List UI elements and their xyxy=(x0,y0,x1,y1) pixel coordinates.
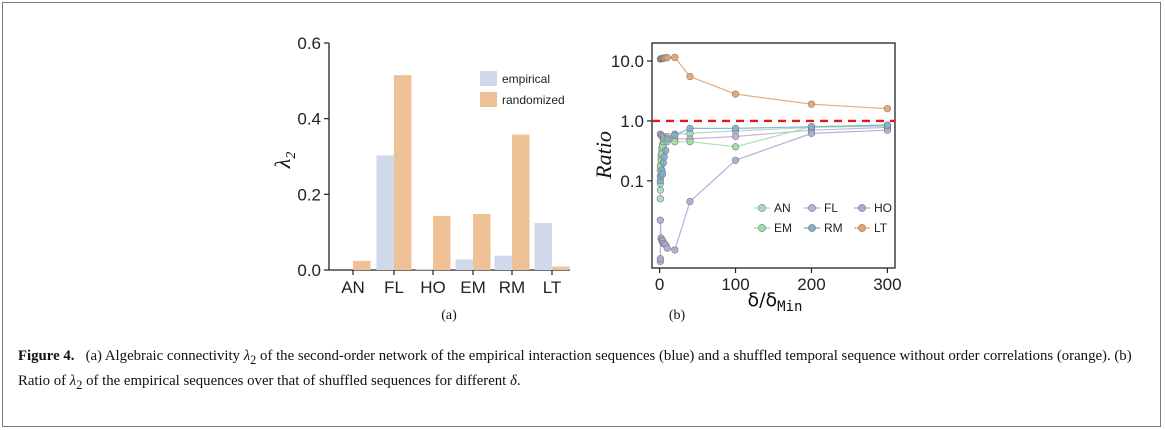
bar-randomized-LT xyxy=(552,266,570,270)
point-HO xyxy=(671,246,679,254)
panel-a-x-tick-label: RM xyxy=(499,278,525,297)
panel-b-y-tick-label: 0.1 xyxy=(620,172,644,191)
panel-b-y-axis-title: Ratio xyxy=(591,131,616,180)
legend-label-randomized: randomized xyxy=(502,93,565,107)
legend-label-AN: AN xyxy=(774,201,791,215)
point-HO xyxy=(663,244,671,252)
legend-label-LT: LT xyxy=(874,221,888,235)
panel-b-label: (b) xyxy=(669,308,686,323)
caption-lambda-1: λ xyxy=(243,348,251,364)
legend-marker-FL xyxy=(808,204,816,212)
legend-label-HO: HO xyxy=(874,201,892,215)
panel-b-legend: AN FL HO EM RM LT xyxy=(754,201,892,235)
caption-text-4: . xyxy=(516,372,521,389)
point-HO xyxy=(731,156,740,164)
panel-a-y-tick-label: 0.6 xyxy=(297,34,321,53)
point-RM xyxy=(660,153,668,161)
bar-empirical-HO xyxy=(415,268,433,270)
point-LT xyxy=(883,105,892,113)
bar-empirical-FL xyxy=(376,155,394,270)
point-RM xyxy=(659,170,667,178)
point-EM xyxy=(671,138,679,146)
panel-b-x-tick-label: 200 xyxy=(797,275,825,294)
point-LT xyxy=(671,53,679,61)
caption-lambda-sub-1: 2 xyxy=(250,352,257,367)
caption-lambda-sub-2: 2 xyxy=(76,377,83,392)
bar-randomized-HO xyxy=(433,215,451,270)
panel-a-bar-chart: 0.0 0.2 0.4 0.6 λ2 AN FL HO EM RM LT empirical rando… xyxy=(270,34,570,323)
legend-marker-LT xyxy=(858,224,866,232)
panel-a-y-axis-title: λ2 xyxy=(270,152,299,170)
caption-lambda-2: λ xyxy=(69,372,77,389)
point-EM xyxy=(686,138,694,146)
point-FL xyxy=(731,132,740,141)
point-HO xyxy=(686,197,694,206)
panel-a-x-tick-label: HO xyxy=(420,278,446,297)
panel-a-legend: empirical randomized xyxy=(480,71,565,107)
legend-swatch-empirical xyxy=(480,71,497,86)
point-RM xyxy=(662,146,670,155)
panel-a-x-tick-label: AN xyxy=(341,278,365,297)
point-RM xyxy=(663,135,671,143)
bar-randomized-FL xyxy=(394,75,412,271)
series-line-LT xyxy=(660,56,888,110)
panel-b-ratio-chart: 0.1 1.0 10.0 0 100 200 300 Ratio δ/δMin AN FL HO EM R… xyxy=(591,42,902,323)
legend-marker-AN xyxy=(758,204,766,212)
series-line-HO xyxy=(659,129,888,262)
point-RM xyxy=(686,124,694,132)
bar-empirical-EM xyxy=(455,259,473,270)
panel-b-x-tick-label: 0 xyxy=(655,275,664,294)
legend-swatch-randomized xyxy=(480,92,497,107)
panel-b-x-tick-label: 300 xyxy=(873,275,901,294)
point-RM xyxy=(807,123,816,131)
panel-b-x-axis-title: δ/δMin xyxy=(748,289,803,315)
panel-a-label: (a) xyxy=(441,308,457,323)
bar-empirical-LT xyxy=(534,223,552,270)
point-EM xyxy=(731,143,740,151)
panel-b-y-tick-label: 10.0 xyxy=(611,52,644,71)
panel-b-frame xyxy=(651,42,896,269)
figure-charts: 0.0 0.2 0.4 0.6 λ2 AN FL HO EM RM LT empirical rando… xyxy=(270,34,902,323)
panel-a-y-tick-label: 0.0 xyxy=(297,261,321,280)
point-LT xyxy=(807,100,816,108)
point-AN xyxy=(656,195,664,203)
legend-label-FL: FL xyxy=(824,201,838,215)
bar-randomized-EM xyxy=(473,214,491,270)
point-HO xyxy=(807,129,816,137)
panel-a-x-tick-label: FL xyxy=(384,278,404,297)
caption-label: Figure 4. xyxy=(18,348,75,364)
legend-marker-RM xyxy=(808,224,816,232)
panel-a-x-tick-label: EM xyxy=(460,278,486,297)
caption-text-3: of the empirical sequences over that of … xyxy=(82,372,510,389)
point-LT xyxy=(731,90,740,98)
legend-label-RM: RM xyxy=(824,221,843,235)
legend-label-empirical: empirical xyxy=(502,72,550,86)
point-HO xyxy=(656,216,664,224)
figure-caption: Figure 4. (a) Algebraic connectivity λ2 … xyxy=(18,346,1143,396)
caption-text-2: of the second-order network of the empir… xyxy=(18,348,1132,389)
point-RM xyxy=(883,121,892,129)
point-RM xyxy=(671,131,679,139)
bar-randomized-AN xyxy=(353,260,371,270)
legend-marker-EM xyxy=(758,224,766,232)
point-LT xyxy=(686,72,694,81)
bar-empirical-RM xyxy=(494,255,512,270)
caption-text-1: (a) Algebraic connectivity xyxy=(85,348,244,364)
bar-randomized-RM xyxy=(512,134,530,270)
legend-label-EM: EM xyxy=(774,221,792,235)
panel-b-x-tick-label: 100 xyxy=(721,275,749,294)
legend-marker-HO xyxy=(858,204,866,212)
panel-a-y-tick-label: 0.2 xyxy=(297,185,321,204)
panel-a-y-tick-label: 0.4 xyxy=(297,110,321,129)
panel-b-y-tick-label: 1.0 xyxy=(620,112,644,131)
point-AN xyxy=(656,186,664,194)
panel-a-x-tick-label: LT xyxy=(543,278,562,297)
point-LT xyxy=(663,54,671,62)
point-RM xyxy=(731,124,740,132)
caption-delta: δ xyxy=(509,372,517,389)
point-HO xyxy=(656,255,664,263)
